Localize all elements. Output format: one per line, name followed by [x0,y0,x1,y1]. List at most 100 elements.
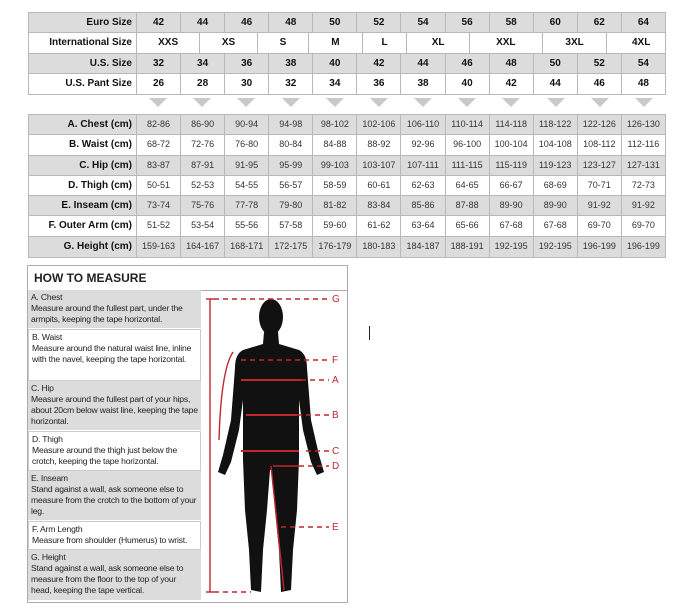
down-arrow-icon [578,98,622,110]
measurement-cell: 100-104 [490,135,534,155]
instruction-text: Measure around the fullest part, under t… [31,303,183,324]
measurement-cell: 92-96 [401,135,446,155]
size-cell: 36 [225,54,270,73]
measure-instruction: F. Arm Length Measure from shoulder (Hume… [28,521,201,550]
measurement-cell: 54-55 [225,175,270,196]
measurement-cell: 59-60 [313,216,358,236]
measurement-cell: 126-130 [626,119,660,129]
measurement-cell: 83-87 [137,155,182,175]
measurement-cell: 68-69 [534,175,578,196]
measure-letter: E [332,522,339,533]
size-cell: XS [200,33,258,53]
size-cell: 56 [446,13,490,32]
size-cell: 54 [401,13,446,32]
measurement-row: C. Hip (cm) 83-87 87-91 91-95 95-99 99-103 103… [29,155,665,176]
measurement-cell: 104-108 [534,135,578,155]
measurement-cell: 61-62 [357,216,402,236]
measurement-cell: 122-126 [578,115,622,135]
row-label: C. Hip (cm) [29,155,137,175]
down-arrow-icon [622,98,666,110]
instruction-title: G. Height [31,552,66,562]
row-label: Euro Size [29,13,137,32]
measurement-cell: 176-179 [313,236,358,258]
measurement-cell: 63-64 [401,216,446,236]
measurement-cell: 80-84 [269,135,314,155]
measurement-cell: 81-82 [313,196,358,216]
how-to-measure-panel: HOW TO MEASURE A. Chest Measure around th… [27,265,348,603]
measurement-row: B. Waist (cm) 68-72 72-76 76-80 80-84 84-88 88… [29,135,665,156]
measure-instruction: C. Hip Measure around the fullest part of… [28,381,201,431]
size-cell: L [363,33,408,53]
measurement-cell: 172-175 [269,236,314,258]
measurement-cell: 96-100 [446,135,490,155]
size-cell: 34 [313,74,358,94]
measurement-row: G. Height (cm) 159-163 164-167 168-171 172-1… [29,236,665,258]
instruction-text: Measure around the thigh just below the … [32,445,178,466]
down-arrow-icon [401,98,445,110]
measurement-cell: 106-110 [401,115,446,135]
measure-instruction: E. Inseam Stand against a wall, ask someo… [28,471,201,521]
measurement-cell: 73-74 [137,196,182,216]
measurement-cell: 119-123 [534,155,578,175]
instruction-text: Measure around the fullest part of your … [31,394,198,426]
down-arrow-icon [357,98,401,110]
measurement-cell: 184-187 [401,236,446,258]
measurement-cell: 159-163 [137,236,182,258]
measurement-row: F. Outer Arm (cm) 51-52 53-54 55-56 57-58 59-… [29,216,665,237]
measurement-cell: 66-67 [490,175,534,196]
measurement-row: D. Thigh (cm) 50-51 52-53 54-55 56-57 58-59 60… [29,175,665,197]
measurement-table: A. Chest (cm) 82-86 86-90 90-94 94-98 98-102 1… [28,114,666,259]
down-arrow-icon [224,98,268,110]
measurement-cell: 69-70 [578,216,622,236]
measurement-cell: 98-102 [313,115,358,135]
measurement-cell: 91-95 [225,155,270,175]
size-cell: 54 [637,58,649,69]
row-label: U.S. Size [29,54,137,73]
size-cell: 38 [401,74,446,94]
measurement-cell: 168-171 [225,236,270,258]
measurement-cell: 85-86 [401,196,446,216]
measurement-cell: 87-91 [181,155,226,175]
measurement-cell: 69-70 [631,220,655,231]
row-label: International Size [29,33,137,53]
size-cell: 62 [578,13,622,32]
measurement-cell: 192-195 [490,236,534,258]
body-measurement-figure: G FA B CD E [206,294,340,593]
measurement-cell: 127-131 [626,159,660,170]
instruction-text: Stand against a wall, ask someone else t… [31,484,197,516]
size-cell: 40 [446,74,490,94]
measurement-cell: 64-65 [446,175,490,196]
measure-letter: D [332,461,339,472]
row-label: U.S. Pant Size [29,74,137,94]
size-cell: XXL [470,33,543,53]
size-cell: 42 [357,54,402,73]
instruction-title: F. Arm Length [32,524,83,534]
measurement-cell: 110-114 [446,115,490,135]
euro-size-row: Euro Size 42 44 46 48 50 52 54 56 58 60 62 64 [29,13,665,33]
size-cell: 42 [490,74,534,94]
measurement-cell: 164-167 [181,236,226,258]
measurement-cell: 76-80 [225,135,270,155]
head [259,299,283,335]
arm-length-arc [218,351,234,441]
inseam-line [270,465,285,591]
size-cell: 46 [446,54,490,73]
measurement-cell: 58-59 [313,175,358,196]
down-arrow-icon [445,98,489,110]
instruction-title: A. Chest [31,292,63,302]
size-cell: 32 [269,74,314,94]
down-arrow-icon [180,98,224,110]
size-cell: 44 [181,13,226,32]
measurement-cell: 72-73 [631,179,655,190]
measurement-cell: 94-98 [269,115,314,135]
down-arrow-icon [269,98,313,110]
row-label: G. Height (cm) [29,236,137,258]
size-cell: 32 [137,54,182,73]
size-cell: XL [407,33,470,53]
measurement-cell: 89-90 [534,196,578,216]
measurement-cell: 115-119 [490,155,534,175]
size-cell: 28 [181,74,226,94]
measure-instruction: A. Chest Measure around the fullest part,… [28,290,201,329]
instruction-text: Stand against a wall, ask someone else t… [31,563,184,595]
measure-instruction: G. Height Stand against a wall, ask someo… [28,550,201,601]
